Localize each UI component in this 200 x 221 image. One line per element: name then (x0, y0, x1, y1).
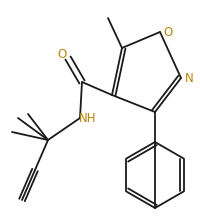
Text: O: O (163, 25, 172, 38)
Text: N: N (184, 72, 192, 84)
Text: O: O (57, 48, 66, 61)
Text: NH: NH (79, 112, 96, 124)
